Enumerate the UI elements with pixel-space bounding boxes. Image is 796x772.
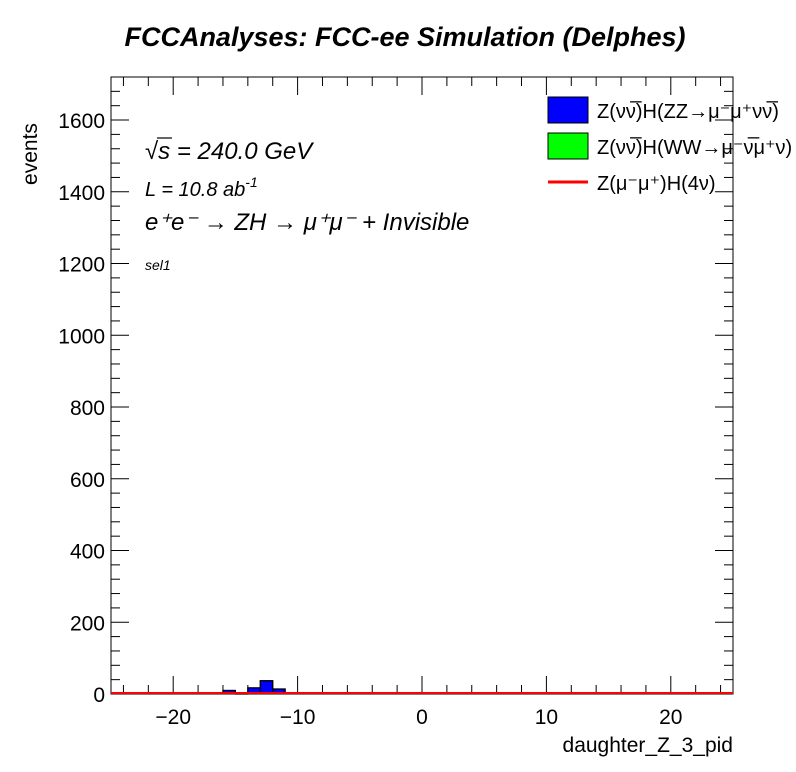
x-tick-label: 20 [659,706,682,729]
legend-label-sig: Z(μ⁻μ⁺)H(4ν) [597,173,716,195]
lumi-text: L = 10.8 ab [145,179,245,201]
y-tick-label: 1200 [58,254,105,277]
y-tick-label: 1400 [58,182,105,205]
x-tick-label: −20 [155,706,191,729]
sqrt-symbol: √ [145,138,159,165]
y-tick-label: 600 [70,469,105,492]
y-tick-label: 1000 [58,325,105,348]
chart-title: FCCAnalyses: FCC-ee Simulation (Delphes) [124,22,685,52]
legend-label-ww: Z(νν̅)H(WW→μ⁻ν̅μ⁺ν) [597,136,792,159]
x-tick-label: −10 [280,706,316,729]
y-tick-label: 800 [70,397,105,420]
annotation-lumi: L = 10.8 ab-1 [145,174,258,201]
histogram-bars [111,680,733,695]
stack-outline [222,680,286,695]
legend: Z(νν̅)H(ZZ→μ⁻μ⁺νν̅) Z(νν̅)H(WW→μ⁻ν̅μ⁺ν) … [547,96,792,195]
plot-frame [110,76,734,695]
y-tick-label: 400 [70,541,105,564]
sqrt-var: s [158,138,170,165]
annotation-sqrt-s: √s = 240.0 GeV [145,138,314,165]
axis-ticks [111,76,733,695]
y-axis-label: events [19,123,42,185]
x-tick-label: 0 [416,706,428,729]
legend-swatch-ww [547,132,589,160]
x-tick-label: 10 [535,706,558,729]
y-tick-label: 0 [93,684,105,707]
lumi-sup: -1 [245,174,257,190]
y-tick-label: 1600 [58,110,105,133]
y-tick-label: 200 [70,612,105,635]
x-axis-label: daughter_Z_3_pid [563,734,733,757]
legend-label-zz: Z(νν̅)H(ZZ→μ⁻μ⁺νν̅) [597,100,779,123]
annotation-selection: sel1 [145,257,171,273]
annotation-process: e⁺e⁻ → ZH → μ⁺μ⁻ + Invisible [145,209,469,236]
sqrt-value: = 240.0 GeV [170,138,314,165]
annotations: √s = 240.0 GeV L = 10.8 ab-1 e⁺e⁻ → ZH →… [145,137,469,273]
legend-swatch-zz [547,96,589,124]
